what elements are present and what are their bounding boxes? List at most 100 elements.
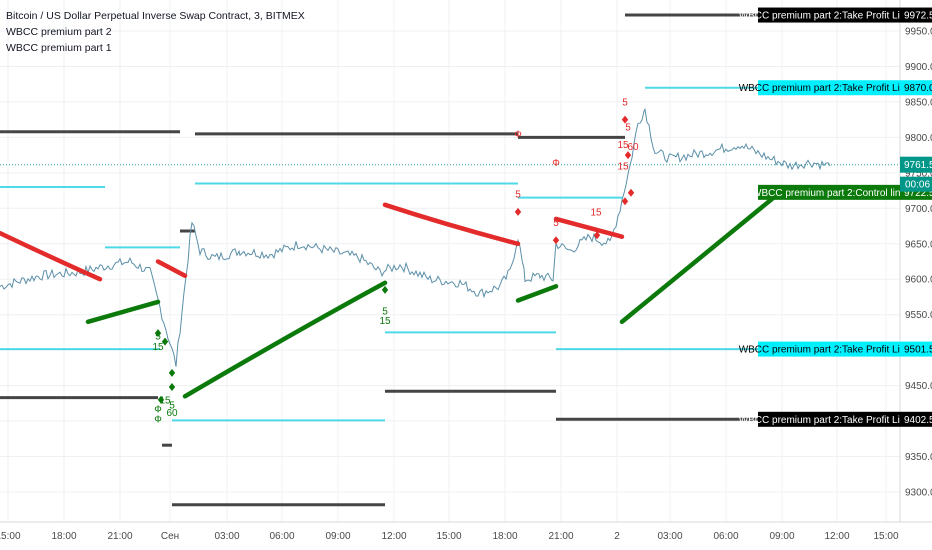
legend-symbol-title[interactable]: Bitcoin / US Dollar Perpetual Inverse Sw… <box>6 10 305 22</box>
price-tag-value: 9402.5 <box>904 415 932 426</box>
signal-label: Ф <box>552 158 560 169</box>
signal-label: 5 <box>382 307 388 318</box>
price-tag-value: 9870.0 <box>904 83 932 94</box>
chart-legend: Bitcoin / US Dollar Perpetual Inverse Sw… <box>6 8 305 56</box>
y-tick-label: 9750.0 <box>905 168 932 179</box>
signal-label: Ф <box>154 405 162 416</box>
y-tick-label: 9650.0 <box>905 239 932 250</box>
price-tag-value: 9501.5 <box>904 345 932 356</box>
countdown-bg <box>900 176 932 192</box>
price-tag-label-bg <box>758 7 900 23</box>
sell-marker <box>552 236 560 245</box>
curve-green <box>619 190 783 325</box>
curve-red <box>382 202 521 247</box>
x-tick-label: 12:00 <box>381 531 406 542</box>
signal-label: 5 <box>553 218 559 229</box>
price-tags: WBCC premium part 2:Take Profit Line 299… <box>739 7 932 427</box>
curve-green <box>85 299 161 325</box>
price-tag-label: WBCC premium part 2:Take Profit Line 1 <box>739 345 920 356</box>
y-tick-label: 9800.0 <box>905 133 932 144</box>
y-tick-label: 9700.0 <box>905 204 932 215</box>
legend-indicator-part2[interactable]: WBCC premium part 2 <box>6 26 112 38</box>
price-tag-label-bg <box>758 184 900 200</box>
signal-label: 15 <box>617 161 629 172</box>
price-tag-label: WBCC premium part 2:Take Profit Line 2 <box>739 11 920 22</box>
current-price-value: 9761.5 <box>904 160 932 171</box>
buy-marker <box>168 383 176 392</box>
curve-red <box>553 216 625 239</box>
current-price-tag: 9761.5 00:06 <box>900 156 932 192</box>
y-tick-label: 9300.0 <box>905 488 932 499</box>
y-tick-label: 9850.0 <box>905 97 932 108</box>
signal-label: Ф <box>514 129 522 140</box>
x-tick-label: 18:00 <box>51 531 76 542</box>
x-tick-label: 21:00 <box>107 531 132 542</box>
current-price-bg <box>900 156 932 173</box>
price-tag-value: 9722.5 <box>904 188 932 199</box>
price-tag-label: WBCC premium part 2:Take Profit Line 2 <box>739 415 920 426</box>
price-tag-label: WBCC premium part 2:Take Profit Line 1 <box>739 83 920 94</box>
signal-label: 15 <box>152 342 164 353</box>
x-tick-label: 03:00 <box>657 531 682 542</box>
curve-red <box>0 230 103 282</box>
sell-marker <box>624 151 632 160</box>
price-tag-value-bg <box>900 80 932 96</box>
price-tag: WBCC premium part 2:Take Profit Line 195… <box>739 341 932 357</box>
x-tick-label: 06:00 <box>713 531 738 542</box>
y-tick-label: 9900.0 <box>905 62 932 73</box>
price-tag-value-bg <box>900 7 932 23</box>
x-tick-label: 12:00 <box>824 531 849 542</box>
signal-label: 5 <box>622 97 628 108</box>
price-series-line <box>0 107 831 367</box>
sell-marker <box>593 231 601 240</box>
y-tick-label: 9450.0 <box>905 381 932 392</box>
signal-label: 60 <box>627 142 639 153</box>
x-tick-label: 09:00 <box>769 531 794 542</box>
price-tag-value-bg <box>900 341 932 357</box>
sell-marker <box>621 197 629 206</box>
buy-marker <box>381 285 389 294</box>
curve-green <box>515 284 559 303</box>
countdown-text: 00:06 <box>905 180 930 191</box>
buy-marker <box>154 329 162 338</box>
price-tag: WBCC premium part 2:Take Profit Line 299… <box>739 7 932 23</box>
x-tick-label: 09:00 <box>325 531 350 542</box>
y-tick-label: 9600.0 <box>905 275 932 286</box>
curve-green <box>182 280 388 399</box>
x-tick-label: 03:00 <box>214 531 239 542</box>
price-tag-value: 9972.5 <box>904 11 932 22</box>
x-tick-label: 15:00 <box>0 531 21 542</box>
y-tick-label: 9950.0 <box>905 27 932 38</box>
sell-marker <box>627 188 635 197</box>
x-tick-label: 21:00 <box>548 531 573 542</box>
price-tag-label-bg <box>758 411 900 427</box>
price-tag: WBCC premium part 2:Take Profit Line 198… <box>739 80 932 96</box>
price-tag-label: WBCC premium part 2:Control line <box>752 188 906 199</box>
buy-marker <box>161 337 169 346</box>
x-tick-label: 15:00 <box>873 531 898 542</box>
signal-label: 15 <box>590 207 602 218</box>
sell-marker <box>514 207 522 216</box>
buy-marker <box>157 395 165 404</box>
signal-label: Ф <box>154 414 162 425</box>
grid <box>0 0 900 522</box>
x-tick-label: 15:00 <box>436 531 461 542</box>
price-tag: WBCC premium part 2:Take Profit Line 294… <box>739 411 932 427</box>
sell-marker <box>621 115 629 124</box>
signal-label: 15 <box>617 140 629 151</box>
y-tick-label: 9550.0 <box>905 310 932 321</box>
signal-markers <box>154 115 635 404</box>
signal-label: 15 <box>159 395 171 406</box>
signal-label: 15 <box>379 316 391 327</box>
signal-label: 5 <box>155 332 161 343</box>
buy-marker <box>168 368 176 377</box>
x-tick-label: 18:00 <box>492 531 517 542</box>
signal-label: 60 <box>166 408 178 419</box>
signal-label: 5 <box>169 400 175 411</box>
legend-indicator-part1[interactable]: WBCC premium part 1 <box>6 42 112 54</box>
curve-red <box>155 259 188 278</box>
x-tick-label: Сен <box>161 531 179 542</box>
